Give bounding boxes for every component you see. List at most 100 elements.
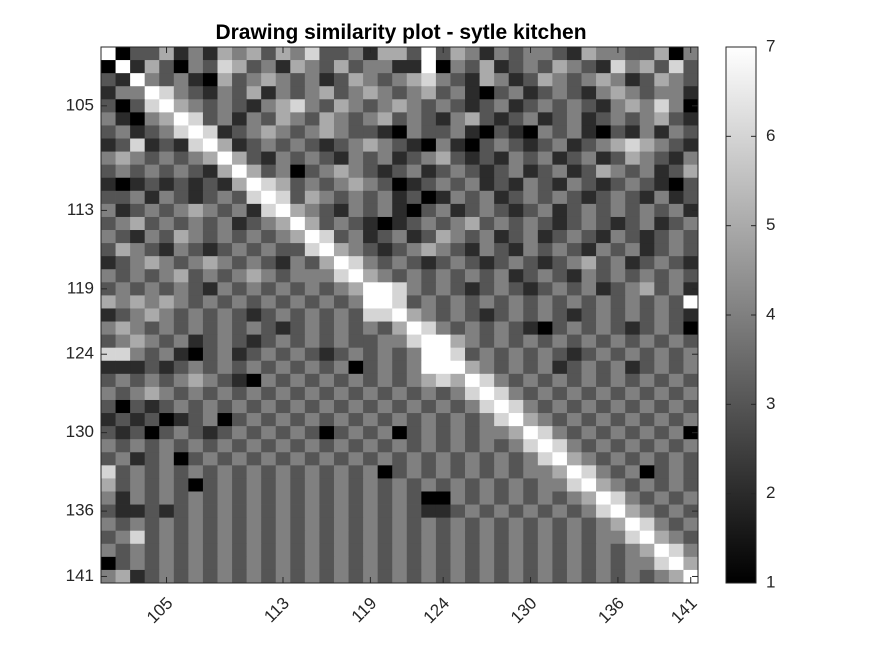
heatmap-cell <box>261 230 277 244</box>
heatmap-cell <box>406 373 422 388</box>
heatmap-cell <box>144 125 160 139</box>
heatmap-cell <box>654 465 670 479</box>
heatmap-cell <box>639 112 655 126</box>
heatmap-cell <box>363 517 379 532</box>
heatmap-cell <box>392 47 408 61</box>
heatmap-cell <box>610 360 626 375</box>
heatmap-cell <box>173 399 189 414</box>
heatmap-cell <box>537 256 553 270</box>
heatmap-cell <box>421 530 437 545</box>
heatmap-cell <box>261 321 277 336</box>
heatmap-cell <box>406 517 422 532</box>
heatmap-cell <box>115 465 131 479</box>
heatmap-cell <box>610 216 626 231</box>
heatmap-cell <box>625 99 641 113</box>
heatmap-cell <box>683 439 699 453</box>
heatmap-cell <box>479 517 495 532</box>
heatmap-cell <box>144 386 160 401</box>
heatmap-cell <box>639 334 655 349</box>
heatmap-cell <box>552 373 568 388</box>
heatmap-cell <box>173 491 189 505</box>
heatmap-cell <box>290 125 306 139</box>
heatmap-cell <box>319 530 335 545</box>
heatmap-cell <box>202 530 218 545</box>
heatmap-cell <box>363 203 379 218</box>
heatmap-cell <box>523 190 539 205</box>
heatmap-cell <box>421 543 437 558</box>
heatmap-cell <box>610 138 626 152</box>
heatmap-cell <box>159 386 175 401</box>
heatmap-cell <box>363 216 379 231</box>
heatmap-cell <box>363 491 379 505</box>
heatmap-cell <box>377 360 393 375</box>
heatmap-cell <box>610 386 626 401</box>
heatmap-cell <box>683 190 699 205</box>
heatmap-cell <box>508 47 524 61</box>
heatmap-cell <box>639 164 655 179</box>
heatmap-cell <box>130 321 146 336</box>
heatmap-cell <box>173 295 189 309</box>
heatmap-cell <box>668 439 684 453</box>
heatmap-cell <box>275 452 291 466</box>
heatmap-cell <box>566 334 582 349</box>
heatmap-cell <box>144 203 160 218</box>
heatmap-cell <box>639 491 655 505</box>
heatmap-cell <box>275 60 291 74</box>
heatmap-cell <box>144 112 160 126</box>
heatmap-cell <box>217 190 233 205</box>
heatmap-cell <box>188 386 204 401</box>
heatmap-cell <box>450 504 466 519</box>
heatmap-cell <box>101 177 116 192</box>
heatmap-cell <box>232 177 248 192</box>
heatmap-cell <box>232 269 248 283</box>
heatmap-cell <box>421 413 437 427</box>
heatmap-cell <box>290 282 306 296</box>
heatmap-cell <box>625 478 641 492</box>
heatmap-cell <box>217 321 233 336</box>
heatmap-cell <box>333 256 349 270</box>
heatmap-cell <box>421 556 437 571</box>
heatmap-cell <box>275 164 291 179</box>
heatmap-cell <box>144 138 160 152</box>
heatmap-cell <box>494 151 510 166</box>
heatmap-cell <box>494 282 510 296</box>
heatmap-cell <box>435 99 451 113</box>
heatmap-cell <box>144 373 160 388</box>
heatmap-cell <box>552 465 568 479</box>
heatmap-cell <box>450 177 466 192</box>
heatmap-cell <box>494 386 510 401</box>
heatmap-cell <box>246 216 262 231</box>
heatmap-cell <box>333 230 349 244</box>
heatmap-cell <box>377 256 393 270</box>
heatmap-cell <box>130 334 146 349</box>
heatmap-cell <box>101 321 116 336</box>
heatmap-cell <box>290 569 306 584</box>
heatmap-cell <box>173 256 189 270</box>
heatmap-cell <box>319 347 335 362</box>
heatmap-cell <box>465 112 480 126</box>
heatmap-cell <box>596 386 612 401</box>
heatmap-cell <box>246 86 262 100</box>
heatmap-cell <box>406 478 422 492</box>
heatmap-cell <box>654 321 670 336</box>
heatmap-cell <box>217 347 233 362</box>
heatmap-cell <box>217 360 233 375</box>
heatmap-cell <box>290 60 306 74</box>
heatmap-cell <box>348 230 364 244</box>
heatmap-cell <box>261 295 277 309</box>
heatmap-cell <box>377 413 393 427</box>
heatmap-cell <box>377 86 393 100</box>
heatmap-cell <box>348 465 364 479</box>
heatmap-cell <box>377 125 393 139</box>
heatmap-cell <box>246 47 262 61</box>
heatmap-cell <box>392 177 408 192</box>
heatmap-cell <box>625 399 641 414</box>
heatmap-cell <box>115 413 131 427</box>
heatmap-cell <box>232 321 248 336</box>
heatmap-cell <box>377 491 393 505</box>
heatmap-cell <box>537 491 553 505</box>
heatmap-cell <box>319 216 335 231</box>
heatmap-cell <box>115 190 131 205</box>
heatmap-cell <box>246 465 262 479</box>
heatmap-cell <box>421 386 437 401</box>
